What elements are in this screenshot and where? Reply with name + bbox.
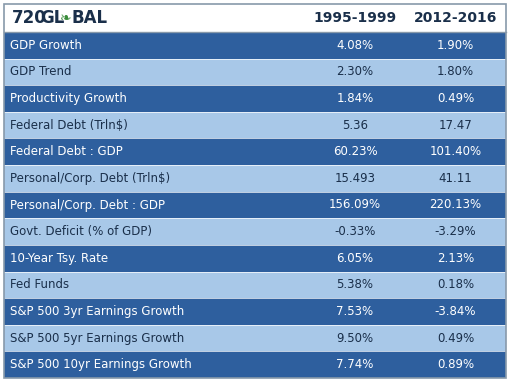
Text: 2.30%: 2.30%: [336, 65, 373, 78]
Bar: [4, 351, 505, 378]
Text: 60.23%: 60.23%: [332, 145, 377, 158]
Bar: [4, 218, 505, 245]
Text: 7.53%: 7.53%: [336, 305, 373, 318]
Bar: [4, 272, 505, 298]
Text: -3.29%: -3.29%: [434, 225, 475, 238]
Text: Personal/Corp. Debt : GDP: Personal/Corp. Debt : GDP: [10, 199, 165, 212]
Text: S&P 500 3yr Earnings Growth: S&P 500 3yr Earnings Growth: [10, 305, 184, 318]
Bar: [4, 58, 505, 85]
Bar: [4, 192, 505, 218]
Bar: [4, 32, 505, 58]
Text: 0.49%: 0.49%: [436, 92, 473, 105]
Text: 15.493: 15.493: [334, 172, 375, 185]
Text: 101.40%: 101.40%: [429, 145, 480, 158]
Text: 9.50%: 9.50%: [336, 332, 373, 345]
Text: Fed Funds: Fed Funds: [10, 278, 69, 291]
Bar: [4, 165, 505, 192]
Text: 1.80%: 1.80%: [436, 65, 473, 78]
Text: 1995-1999: 1995-1999: [313, 11, 396, 25]
Bar: [4, 112, 505, 138]
Text: BAL: BAL: [72, 9, 108, 27]
Text: 720: 720: [12, 9, 47, 27]
Text: GDP Trend: GDP Trend: [10, 65, 71, 78]
Text: -0.33%: -0.33%: [334, 225, 375, 238]
Text: 7.74%: 7.74%: [335, 358, 373, 371]
Text: S&P 500 10yr Earnings Growth: S&P 500 10yr Earnings Growth: [10, 358, 191, 371]
Text: 6.05%: 6.05%: [336, 252, 373, 265]
Text: 10-Year Tsy. Rate: 10-Year Tsy. Rate: [10, 252, 108, 265]
Text: 1.84%: 1.84%: [336, 92, 373, 105]
Bar: [4, 4, 505, 32]
Text: -3.84%: -3.84%: [434, 305, 475, 318]
Bar: [4, 138, 505, 165]
Bar: [4, 325, 505, 351]
Text: GL: GL: [40, 9, 64, 27]
Text: 0.49%: 0.49%: [436, 332, 473, 345]
Text: Federal Debt : GDP: Federal Debt : GDP: [10, 145, 123, 158]
Text: 5.38%: 5.38%: [336, 278, 373, 291]
Text: 156.09%: 156.09%: [328, 199, 380, 212]
Text: 17.47: 17.47: [438, 119, 471, 132]
Text: Personal/Corp. Debt (Trln$): Personal/Corp. Debt (Trln$): [10, 172, 170, 185]
Bar: [4, 85, 505, 112]
Text: 2.13%: 2.13%: [436, 252, 473, 265]
Text: ❧: ❧: [60, 11, 71, 25]
Text: 0.89%: 0.89%: [436, 358, 473, 371]
Text: 0.18%: 0.18%: [436, 278, 473, 291]
Text: Productivity Growth: Productivity Growth: [10, 92, 127, 105]
Text: 1.90%: 1.90%: [436, 39, 473, 52]
Text: 2012-2016: 2012-2016: [413, 11, 496, 25]
Text: 4.08%: 4.08%: [336, 39, 373, 52]
Text: 5.36: 5.36: [342, 119, 367, 132]
Text: 220.13%: 220.13%: [429, 199, 480, 212]
Bar: [4, 245, 505, 272]
Bar: [4, 298, 505, 325]
Text: S&P 500 5yr Earnings Growth: S&P 500 5yr Earnings Growth: [10, 332, 184, 345]
Text: GDP Growth: GDP Growth: [10, 39, 82, 52]
Text: Federal Debt (Trln$): Federal Debt (Trln$): [10, 119, 128, 132]
Text: Govt. Deficit (% of GDP): Govt. Deficit (% of GDP): [10, 225, 152, 238]
Text: 41.11: 41.11: [438, 172, 471, 185]
